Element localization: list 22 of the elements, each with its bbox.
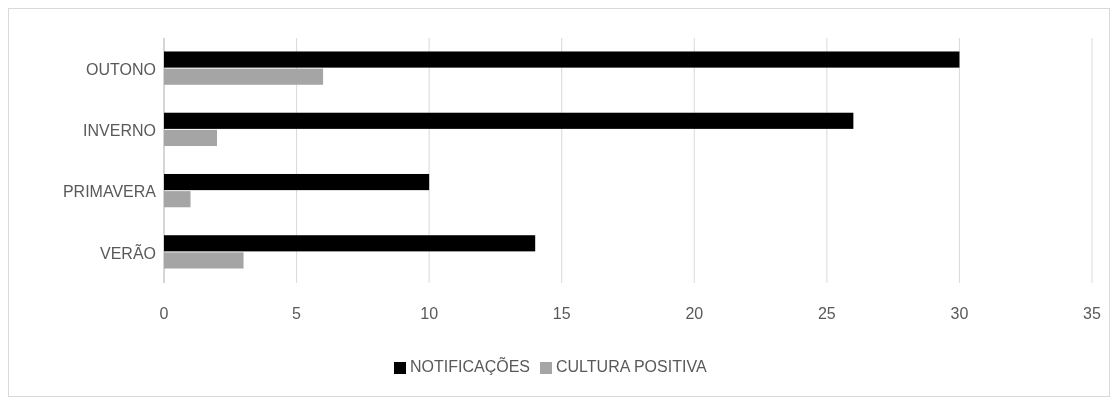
bar <box>164 112 854 129</box>
y-tick-label: VERÃO <box>99 242 156 262</box>
y-tick-label: INVERNO <box>83 122 156 140</box>
x-tick-label: 5 <box>292 305 302 322</box>
x-tick-label: 30 <box>950 305 969 322</box>
x-tick-label: 20 <box>685 305 704 322</box>
x-tick-label: 0 <box>159 305 169 322</box>
x-tick-label: 35 <box>1083 305 1101 322</box>
bar <box>164 68 324 85</box>
legend-label: NOTIFICAÇÕES <box>410 356 531 376</box>
y-tick-label: PRIMAVERA <box>62 183 157 201</box>
x-tick-label: 15 <box>552 305 571 322</box>
bar <box>164 129 218 147</box>
legend-label: CULTURA POSITIVA <box>556 358 707 376</box>
bar <box>164 191 191 208</box>
bar <box>164 252 244 269</box>
bar <box>164 51 960 68</box>
y-tick-label: OUTONO <box>86 60 156 78</box>
x-tick-label: 10 <box>420 305 439 322</box>
x-tick-label: 25 <box>817 305 836 322</box>
bar <box>164 173 430 191</box>
bar <box>164 235 536 252</box>
